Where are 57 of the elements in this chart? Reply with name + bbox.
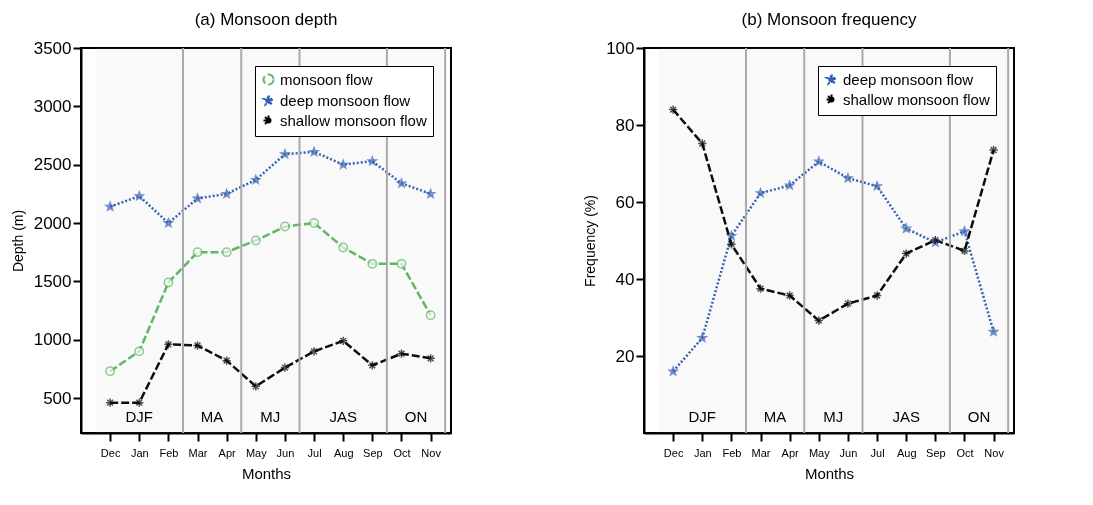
chart-title: (a) Monsoon depth <box>194 10 338 29</box>
x-tick-label: Jan <box>693 446 712 459</box>
y-tick-label: 3000 <box>33 96 72 116</box>
x-axis-title: Months <box>241 464 292 482</box>
band-label: DJF <box>125 408 154 425</box>
y-tick-label: 1000 <box>33 330 72 350</box>
x-tick-label: Jan <box>130 446 149 459</box>
band-label: MJ <box>823 408 844 425</box>
legend-label: deep monsoon flow <box>843 70 974 88</box>
chart-title: (b) Monsoon frequency <box>741 10 917 29</box>
band-label: MJ <box>260 408 281 425</box>
x-tick-label: Jul <box>870 446 885 459</box>
x-tick-label: Feb <box>722 446 742 459</box>
x-tick-label: Nov <box>421 446 442 459</box>
x-tick-label: Jul <box>307 446 322 459</box>
y-tick-label: 80 <box>615 115 635 135</box>
y-tick-label: 2000 <box>33 213 72 233</box>
y-tick-label: 3500 <box>33 38 72 58</box>
y-tick-label: 500 <box>43 388 72 408</box>
x-tick-label: Mar <box>188 446 208 459</box>
x-tick-label: Mar <box>751 446 771 459</box>
x-tick-label: Nov <box>984 446 1005 459</box>
x-tick-label: May <box>245 446 268 459</box>
legend-label: shallow monsoon flow <box>280 111 427 129</box>
x-tick-label: Apr <box>781 446 800 459</box>
x-tick-label: Feb <box>159 446 179 459</box>
band-label: MA <box>200 408 224 425</box>
x-tick-label: Aug <box>896 446 917 459</box>
band-label: JAS <box>892 408 920 425</box>
x-tick-label: May <box>808 446 831 459</box>
x-tick-label: Jun <box>276 446 295 459</box>
x-tick-label: Dec <box>100 446 121 459</box>
legend-label: deep monsoon flow <box>280 91 411 109</box>
x-axis-title: Months <box>804 464 855 482</box>
y-tick-label: 1500 <box>33 271 72 291</box>
band-label: ON <box>967 408 991 425</box>
x-tick-label: Oct <box>393 446 411 459</box>
x-tick-label: Jun <box>839 446 858 459</box>
y-tick-label: 20 <box>615 346 635 366</box>
band-label: MA <box>763 408 787 425</box>
legend-label: monsoon flow <box>280 70 373 88</box>
legend-label: shallow monsoon flow <box>843 90 990 108</box>
x-tick-label: Oct <box>956 446 974 459</box>
y-axis-title: Depth (m) <box>9 209 26 273</box>
y-tick-label: 40 <box>615 269 635 289</box>
y-tick-label: 100 <box>606 38 635 58</box>
y-axis-title: Frequency (%) <box>582 195 599 287</box>
x-tick-label: Apr <box>218 446 237 459</box>
x-tick-label: Dec <box>663 446 684 459</box>
band-label: JAS <box>329 408 357 425</box>
x-tick-label: Sep <box>926 446 946 459</box>
x-tick-label: Sep <box>363 446 383 459</box>
y-tick-label: 60 <box>615 192 635 212</box>
x-tick-label: Aug <box>333 446 354 459</box>
band-label: DJF <box>688 408 717 425</box>
y-tick-label: 2500 <box>33 155 72 175</box>
band-label: ON <box>404 408 428 425</box>
